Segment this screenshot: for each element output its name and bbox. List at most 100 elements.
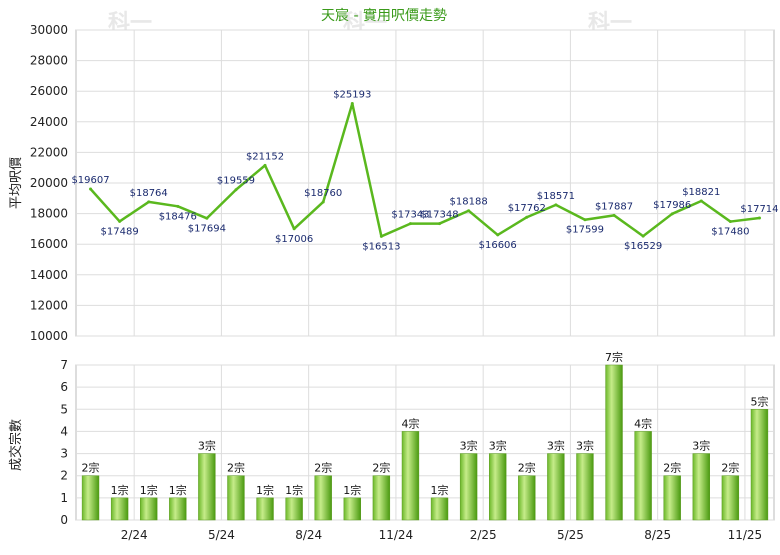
volume-bar	[692, 453, 710, 521]
price-chart-y-ticks: 10000 12000 14000 16000 18000 20000 22000 24000…	[30, 23, 68, 343]
volume-bar	[721, 475, 740, 521]
price-series	[89, 102, 761, 238]
volume-bar	[314, 475, 332, 521]
x-tick-label: 2/25	[470, 528, 497, 542]
x-tick-label: 5/25	[557, 528, 584, 542]
price-point	[89, 187, 93, 191]
price-y-tick-label: 10000	[30, 329, 68, 343]
price-point	[612, 213, 616, 217]
price-chart-y-axis-title: 平均呎價	[9, 157, 24, 209]
price-point	[554, 203, 558, 207]
volume-bar	[605, 364, 623, 521]
price-point	[438, 222, 442, 226]
volume-data-label: 4宗	[634, 416, 652, 430]
volume-bar	[547, 453, 565, 521]
volume-data-label: 1宗	[169, 483, 187, 497]
volume-data-labels: 2宗 1宗 1宗 1宗 3宗 2宗 1宗 1宗 2宗 1宗 2宗 4宗 1宗 3宗 3宗 2宗 3宗 3宗 7宗 4宗…	[82, 350, 769, 497]
price-point	[757, 216, 761, 220]
volume-data-label: 2宗	[82, 461, 100, 475]
price-point	[699, 199, 703, 203]
price-point	[176, 204, 180, 208]
price-y-tick-label: 28000	[30, 54, 68, 68]
price-data-label: $18476	[159, 211, 197, 222]
price-point	[641, 234, 645, 238]
x-tick-label: 5/24	[208, 528, 235, 542]
volume-bar	[140, 497, 158, 521]
price-y-tick-label: 16000	[30, 237, 68, 251]
volume-y-tick-label: 7	[60, 358, 68, 372]
volume-bar	[401, 431, 420, 521]
volume-data-label: 1宗	[256, 483, 274, 497]
volume-bar	[110, 497, 129, 521]
price-y-tick-label: 30000	[30, 23, 68, 37]
volume-bars	[81, 364, 769, 521]
x-axis-ticks: 2/24 5/24 8/24 11/24 2/25 5/25 8/25 11/25	[121, 528, 763, 542]
price-data-label: $16513	[362, 241, 400, 252]
price-data-label: $18760	[304, 188, 342, 199]
volume-y-tick-label: 1	[60, 491, 68, 505]
volume-bar	[169, 497, 187, 521]
price-point	[321, 200, 325, 204]
volume-data-label: 2宗	[518, 461, 536, 475]
volume-data-label: 3宗	[692, 439, 710, 453]
volume-bar	[256, 497, 274, 521]
volume-y-tick-label: 5	[60, 402, 68, 416]
x-tick-label: 8/25	[644, 528, 671, 542]
volume-data-label: 2宗	[663, 461, 681, 475]
volume-bar	[518, 475, 536, 521]
volume-y-tick-label: 2	[60, 469, 68, 483]
price-data-label: $25193	[333, 90, 371, 101]
volume-data-label: 3宗	[547, 439, 565, 453]
volume-data-label: 1宗	[285, 483, 303, 497]
price-data-label: $18188	[450, 197, 488, 208]
price-y-tick-label: 18000	[30, 207, 68, 221]
price-point	[292, 227, 296, 231]
price-data-label: $16529	[624, 241, 662, 252]
price-y-tick-label: 14000	[30, 268, 68, 282]
volume-bar	[663, 475, 681, 521]
volume-bar	[285, 497, 303, 521]
price-data-label: $17343	[391, 210, 429, 221]
price-data-label: $17348	[420, 210, 458, 221]
price-point	[408, 222, 412, 226]
price-y-tick-label: 12000	[30, 298, 68, 312]
volume-data-label: 3宗	[460, 439, 478, 453]
price-data-label: $17489	[101, 226, 139, 237]
price-data-labels: $19607 $17489 $18764 $18476$17694 $19559 $211…	[71, 90, 778, 253]
volume-bar	[459, 453, 478, 521]
price-data-label: $17986	[653, 200, 691, 211]
volume-bar	[81, 475, 100, 521]
volume-data-label: 1宗	[431, 483, 449, 497]
price-point	[147, 200, 151, 204]
price-data-label: $18821	[682, 187, 720, 198]
volume-data-label: 4宗	[401, 416, 419, 430]
price-y-tick-label: 22000	[30, 145, 68, 159]
volume-bar	[634, 431, 652, 521]
volume-bar	[372, 475, 391, 521]
x-tick-label: 11/25	[728, 528, 763, 542]
volume-bar	[343, 497, 361, 521]
price-line	[89, 102, 760, 238]
volume-data-label: 7宗	[605, 350, 623, 364]
volume-data-label: 1宗	[111, 483, 129, 497]
price-data-label: $19559	[217, 176, 255, 187]
volume-y-tick-label: 6	[60, 380, 68, 394]
x-tick-label: 11/24	[379, 528, 414, 542]
price-data-label: $16606	[479, 240, 517, 251]
volume-bar	[227, 475, 245, 521]
volume-data-label: 2宗	[372, 461, 390, 475]
volume-y-tick-label: 0	[60, 513, 68, 527]
price-point	[263, 163, 267, 167]
volume-data-label: 2宗	[314, 461, 332, 475]
price-data-label: $21152	[246, 151, 284, 162]
volume-bar	[489, 453, 507, 521]
price-point	[379, 234, 383, 238]
volume-data-label: 1宗	[140, 483, 158, 497]
price-point	[525, 215, 529, 219]
price-y-tick-label: 24000	[30, 115, 68, 129]
x-tick-label: 2/24	[121, 528, 148, 542]
price-data-label: $17006	[275, 234, 313, 245]
price-data-label: $17762	[508, 203, 546, 214]
